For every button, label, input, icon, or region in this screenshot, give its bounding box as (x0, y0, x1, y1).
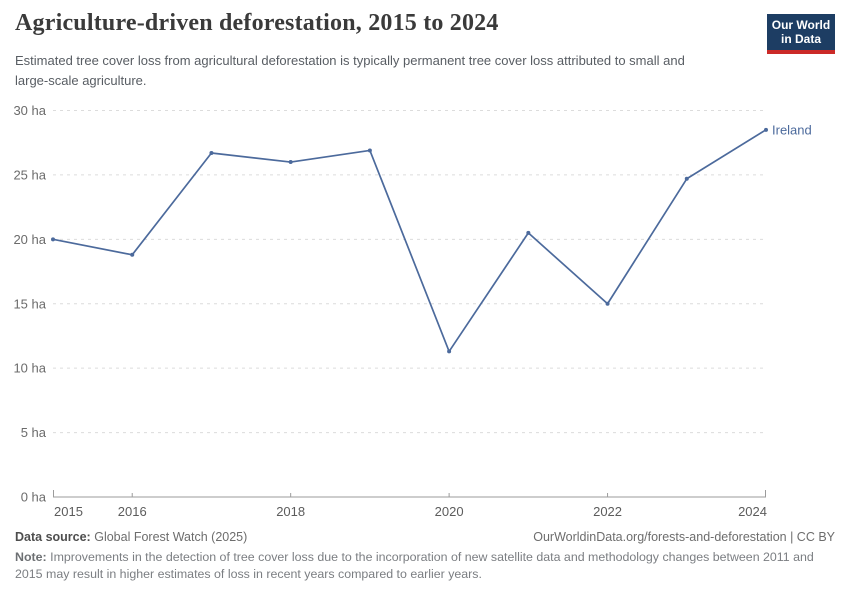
chart-subtitle: Estimated tree cover loss from agricultu… (15, 53, 685, 88)
data-source-label: Data source: (15, 530, 91, 544)
data-point[interactable] (367, 148, 372, 153)
y-tick-label: 0 ha (21, 490, 47, 505)
note-text: Improvements in the detection of tree co… (15, 550, 814, 581)
data-point[interactable] (605, 301, 610, 306)
data-source-line: Data source: Global Forest Watch (2025) (15, 530, 247, 544)
y-tick-label: 10 ha (13, 361, 46, 376)
data-point[interactable] (209, 151, 214, 156)
chart-note: Note: Improvements in the detection of t… (15, 549, 837, 583)
data-point[interactable] (526, 230, 531, 235)
owid-logo-line2: in Data (780, 32, 821, 46)
attribution-link[interactable]: OurWorldinData.org/forests-and-deforesta… (533, 530, 835, 544)
x-tick-label: 2015 (54, 504, 83, 519)
data-point[interactable] (447, 349, 452, 354)
data-point[interactable] (684, 176, 689, 181)
note-label: Note: (15, 550, 47, 564)
y-tick-label: 5 ha (21, 425, 47, 440)
page-title: Agriculture-driven deforestation, 2015 t… (15, 10, 499, 36)
x-tick-label: 2016 (118, 504, 147, 519)
data-point[interactable] (764, 127, 768, 132)
x-tick-label: 2024 (738, 504, 767, 519)
data-source-text: Global Forest Watch (2025) (94, 530, 248, 544)
data-point[interactable] (288, 160, 293, 165)
x-tick-label: 2020 (435, 504, 464, 519)
chart-svg[interactable]: 0 ha 5 ha 10 ha 15 ha 20 ha 25 ha 30 ha 2015 201… (0, 0, 850, 530)
x-tick-label: 2018 (276, 504, 305, 519)
data-point[interactable] (51, 237, 55, 242)
y-tick-label: 15 ha (13, 296, 46, 311)
y-tick-label: 30 ha (13, 103, 46, 118)
data-point[interactable] (130, 252, 135, 257)
series-end-label[interactable]: Ireland (772, 122, 812, 137)
y-tick-label: 25 ha (13, 167, 46, 182)
y-tick-label: 20 ha (13, 232, 46, 247)
owid-logo-line1: Our World (771, 18, 831, 32)
owid-logo[interactable]: Our World in Data (767, 14, 835, 54)
data-line[interactable] (52, 128, 767, 353)
x-tick-label: 2022 (593, 504, 622, 519)
